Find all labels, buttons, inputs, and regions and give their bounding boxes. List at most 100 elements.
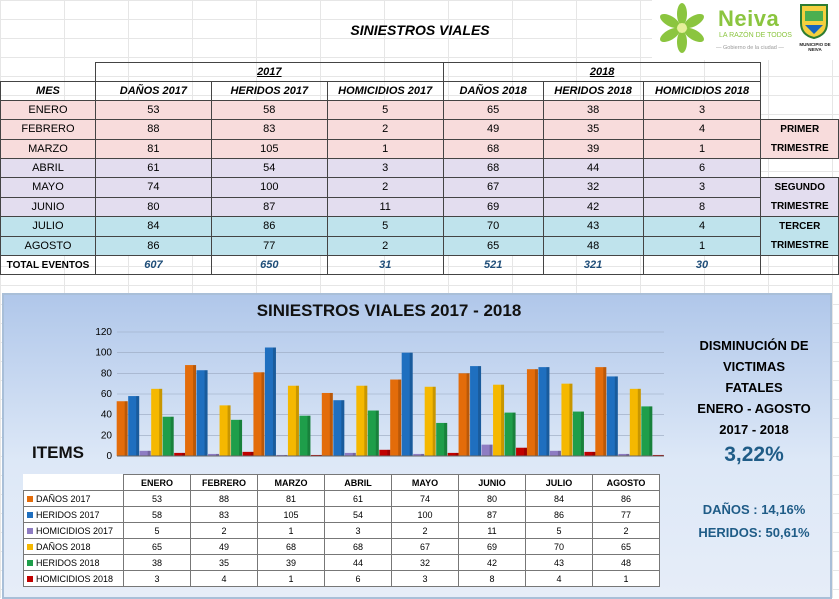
bar-shade (307, 415, 311, 456)
data-label: 5 (525, 522, 593, 539)
bar-shade (501, 384, 505, 456)
logo-sub: — Gobierno de la ciudad — (716, 45, 784, 51)
bar (231, 419, 243, 456)
col-header: HERIDOS 2018 (542, 81, 644, 101)
bar (321, 392, 333, 456)
value-cell: 38 (542, 100, 644, 120)
blank-cell (761, 63, 839, 82)
bar-shade (421, 453, 425, 456)
value-cell: 77 (210, 235, 328, 256)
month-cell: MARZO (0, 138, 96, 159)
value-cell: 65 (442, 100, 544, 120)
bar-shade (250, 451, 254, 456)
value-cell: 32 (542, 177, 644, 198)
value-cell: 69 (442, 196, 544, 217)
total-value: 607 (94, 255, 212, 275)
table-row: ABRIL 61 54 3 68 44 6 (0, 158, 839, 178)
legend-label: HERIDOS 2017 (36, 509, 100, 520)
month-cell: JUNIO (0, 196, 96, 217)
data-label: 68 (324, 538, 392, 555)
bar-shade (603, 367, 607, 456)
data-label: 6 (324, 570, 392, 587)
year-2018-header: 2018 (442, 62, 762, 82)
bar (219, 405, 231, 456)
data-label: 74 (391, 490, 459, 507)
data-label: 4 (525, 570, 593, 587)
bar (584, 451, 596, 456)
bar (196, 370, 208, 456)
data-label: 61 (324, 490, 392, 507)
side-line: FATALES (725, 380, 783, 395)
series-row: HOMICIDIOS 2018 3 4 1 6 3 8 4 1 (23, 570, 660, 587)
bar (652, 454, 664, 456)
blank-cell (761, 159, 839, 178)
bar-shade (409, 352, 413, 456)
bar-shade (341, 400, 345, 456)
value-cell: 3 (642, 100, 762, 120)
bar (174, 452, 186, 456)
series-row: DAÑOS 2017 53 88 81 61 74 80 84 86 (23, 490, 660, 507)
bar (618, 453, 630, 456)
total-value: 650 (210, 255, 328, 275)
legend-label: HOMICIDIOS 2017 (36, 525, 114, 536)
data-label: 84 (525, 490, 593, 507)
series-row: HOMICIDIOS 2017 5 2 1 3 2 11 5 2 (23, 522, 660, 539)
bar (526, 369, 538, 456)
blank-cell (760, 255, 839, 275)
total-value: 30 (642, 255, 762, 275)
bar-shade (534, 369, 538, 456)
bar (538, 367, 550, 456)
bar (242, 451, 254, 456)
month-cell: ENERO (0, 100, 96, 120)
bar-shade (147, 450, 151, 456)
bar (516, 447, 528, 456)
data-label: 105 (257, 506, 325, 523)
legend-swatch (27, 511, 33, 518)
bar-shade (216, 453, 220, 456)
data-label: 65 (592, 538, 660, 555)
data-label: 3 (391, 570, 459, 587)
bar-shade (387, 449, 391, 456)
data-label: 8 (458, 570, 526, 587)
accidents-table: 2017 2018 MES DAÑOS 2017 HERIDOS 2017 HO… (0, 62, 839, 275)
logo-name: Neiva (718, 6, 780, 31)
bar-shade (318, 454, 322, 456)
value-cell: 65 (442, 235, 544, 256)
value-cell: 3 (642, 177, 762, 198)
shield-icon (800, 4, 828, 39)
blank-cell (1, 63, 96, 82)
bar (561, 383, 573, 456)
data-label: 3 (324, 522, 392, 539)
data-label: 11 (458, 522, 526, 539)
data-label: 70 (525, 538, 593, 555)
category-label: AGOSTO (592, 474, 660, 491)
value-cell: 49 (442, 119, 544, 140)
bar (549, 450, 561, 456)
bar (413, 453, 425, 456)
legend-label: DAÑOS 2018 (36, 541, 91, 552)
data-label: 81 (257, 490, 325, 507)
category-label: FEBRERO (190, 474, 258, 491)
bar (162, 416, 174, 456)
data-label: 1 (257, 522, 325, 539)
legend-entry: DAÑOS 2017 (23, 490, 124, 507)
data-label: 48 (592, 554, 660, 571)
trimestre-line2: TRIMESTRE (770, 143, 829, 154)
category-label: JUNIO (458, 474, 526, 491)
data-label: 69 (458, 538, 526, 555)
legend-label: DAÑOS 2017 (36, 493, 91, 504)
bar (470, 366, 482, 456)
logo-slogan: LA RAZÓN DE TODOS (719, 32, 792, 39)
bar-shade (204, 370, 208, 456)
value-cell: 5 (326, 100, 444, 120)
bar-shade (649, 406, 653, 456)
bar-shade (489, 444, 493, 456)
bar (116, 401, 128, 456)
legend-swatch (27, 495, 33, 502)
bar (299, 415, 311, 456)
value-cell: 58 (210, 100, 328, 120)
value-cell: 8 (642, 196, 762, 217)
data-label: 58 (123, 506, 191, 523)
data-label: 2 (391, 522, 459, 539)
bar (128, 396, 140, 456)
